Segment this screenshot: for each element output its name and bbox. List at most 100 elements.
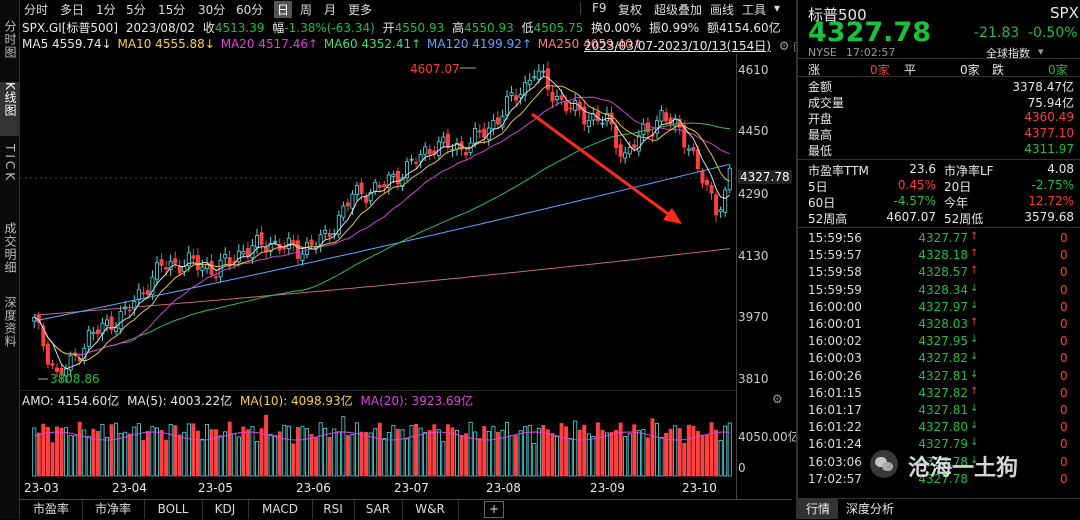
global-index-dropdown-icon[interactable]: ▾ [1038, 45, 1044, 58]
period-intraday[interactable]: 分时 [24, 3, 49, 17]
tab-depth-analysis[interactable]: 深度分析 [846, 502, 895, 516]
fuquan-button[interactable]: 复权 [618, 3, 643, 17]
period-30min[interactable]: 30分 [198, 3, 226, 17]
period-1min[interactable]: 1分 [96, 3, 116, 17]
volume-bar [586, 433, 591, 477]
tab-kdj[interactable]: KDJ [202, 500, 249, 519]
candle-body [568, 107, 573, 110]
volume-bar [595, 422, 600, 477]
tab-kline[interactable]: K线图 [0, 82, 19, 136]
volume-bar [609, 431, 614, 477]
amo-ma5: MA(5): 4003.22亿 [127, 394, 233, 408]
candle-body [227, 257, 232, 264]
high52-label: 52周高 [808, 212, 848, 226]
candle-body [291, 240, 296, 245]
tab-rsi[interactable]: RSI [312, 500, 355, 519]
index-code: SPX [1050, 4, 1079, 22]
f9-button[interactable]: F9 [592, 1, 607, 15]
period-month[interactable]: 月 [324, 3, 337, 17]
candle-body [127, 309, 132, 312]
candle-body [350, 193, 355, 209]
date-range[interactable]: 2023/03/07-2023/10/13(154日) ⚙ ▣ [584, 37, 805, 54]
tab-trade-detail-label: 成交明细 [3, 222, 17, 274]
candle-body [473, 128, 478, 144]
volume-bar [309, 434, 314, 477]
volume-bar [450, 427, 455, 477]
volume-bar [155, 427, 159, 477]
candle-body [718, 209, 723, 213]
period-5min[interactable]: 5分 [126, 3, 146, 17]
tick-time: 16:01:22 [808, 420, 862, 435]
stat-value: 4377.10 [1024, 126, 1074, 140]
stat-label: 最高 [808, 128, 833, 142]
tab-pe[interactable]: 市盈率 [20, 500, 83, 519]
dropdown-icon[interactable]: ▾ [774, 1, 781, 15]
settings-icon[interactable]: ⚙ [778, 39, 790, 53]
volume-bar [382, 438, 387, 477]
tick-row: 15:59:58 4328.57 ↑ 0 [798, 265, 1080, 282]
candle-body [355, 185, 359, 195]
arrow-down-icon: ↓ [970, 420, 979, 432]
tab-market[interactable]: 行情 [798, 499, 838, 519]
volume-bar [477, 438, 482, 477]
candle-body [418, 154, 423, 162]
volume-bar [205, 423, 209, 477]
candle-body [423, 146, 428, 155]
tab-boll[interactable]: BOLL [144, 500, 203, 519]
tick-time: 16:01:15 [808, 385, 862, 400]
volume-bar [700, 434, 705, 477]
volume-bar [650, 418, 655, 477]
tab-intraday[interactable]: 分时图 [0, 20, 19, 63]
draw-line-button[interactable]: 画线 [710, 3, 735, 17]
volume-bar [482, 426, 487, 477]
tab-wr[interactable]: W&R [402, 500, 459, 519]
overlay-button[interactable]: 超级叠加 [654, 3, 703, 17]
arrow-up-icon: ↑ [970, 265, 979, 277]
volume-bar [186, 423, 191, 477]
axis-divider [736, 54, 737, 499]
tab-depth-info[interactable]: 深度资料 [0, 296, 19, 352]
candle-body [391, 174, 396, 177]
volume-bar [564, 426, 569, 477]
period-week[interactable]: 周 [300, 3, 313, 17]
candle-body [364, 196, 369, 203]
volume-bar [659, 437, 664, 477]
volume-bar [577, 429, 582, 477]
volume-bar [445, 424, 450, 477]
low-label: 低 [521, 21, 534, 35]
tick-time: 15:59:58 [808, 265, 862, 280]
period-more[interactable]: 更多 [348, 3, 373, 17]
volume-bar [518, 430, 523, 477]
period-60min[interactable]: 60分 [236, 3, 264, 17]
period-multiday[interactable]: 多日 [60, 3, 85, 17]
tab-tick[interactable]: TICK [0, 144, 19, 187]
date-range-label: 2023/03/07-2023/10/13(154日) [584, 39, 771, 53]
volume-bar [709, 422, 714, 477]
candle-body [723, 189, 728, 213]
candle-body [605, 112, 609, 122]
volume-bar [432, 424, 437, 477]
volume-bar [164, 439, 169, 477]
amo-ma10: MA(10): 4098.93亿 [239, 394, 353, 408]
candle-body [555, 96, 559, 100]
candle-body [155, 262, 159, 280]
tools-button[interactable]: 工具 [742, 3, 767, 17]
period-day[interactable]: 日 [274, 1, 293, 18]
candles [32, 61, 732, 383]
period-15min[interactable]: 15分 [158, 3, 186, 17]
high-value: 4550.93 [464, 21, 514, 35]
high52-value: 4607.07 [886, 210, 936, 224]
swing-value: 0.99% [661, 21, 700, 35]
tab-pb[interactable]: 市净率 [82, 500, 145, 519]
global-index-link[interactable]: 全球指数 [986, 47, 1030, 60]
amo-settings-icon[interactable]: ⚙ [772, 392, 783, 406]
add-indicator-button[interactable]: + [484, 501, 504, 518]
volume-bar [686, 424, 691, 477]
tab-sar[interactable]: SAR [354, 500, 403, 519]
volume-chart[interactable] [20, 390, 736, 478]
tab-trade-detail[interactable]: 成交明细 [0, 222, 19, 278]
volume-bar [195, 430, 200, 477]
tab-macd[interactable]: MACD [248, 500, 313, 519]
candlestick-chart[interactable]: 4607.07 3808.86 [20, 54, 736, 390]
x-label-mar: 23-03 [24, 481, 59, 495]
